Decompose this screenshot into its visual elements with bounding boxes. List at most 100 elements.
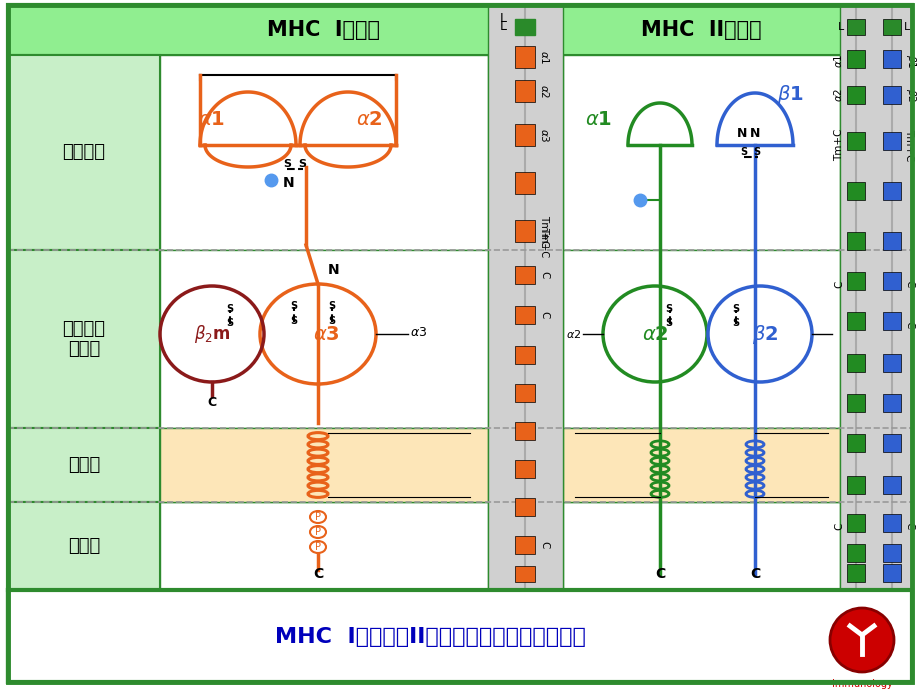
Text: Tm+C: Tm+C: [539, 227, 549, 257]
Bar: [515, 19, 535, 35]
Bar: [515, 80, 535, 102]
Text: $\alpha$3: $\alpha$3: [539, 128, 550, 142]
FancyBboxPatch shape: [8, 502, 160, 590]
Text: C: C: [207, 396, 216, 409]
Text: S: S: [298, 159, 306, 169]
Text: S: S: [328, 316, 335, 326]
Text: $\alpha$1: $\alpha$1: [831, 54, 843, 68]
Bar: [846, 394, 864, 412]
Text: $\beta$2: $\beta$2: [751, 322, 777, 346]
Text: L: L: [903, 22, 909, 32]
Bar: [515, 266, 535, 284]
Text: $\alpha$2: $\alpha$2: [539, 83, 550, 98]
Bar: [882, 354, 900, 372]
Text: $\alpha$2: $\alpha$2: [831, 88, 843, 102]
Bar: [882, 86, 900, 104]
Bar: [515, 498, 535, 516]
Text: C: C: [539, 271, 549, 279]
Text: S: S: [289, 316, 297, 326]
FancyBboxPatch shape: [8, 5, 911, 590]
FancyBboxPatch shape: [160, 428, 487, 502]
Bar: [882, 19, 900, 35]
Text: L: L: [499, 12, 506, 26]
Text: $\alpha$2: $\alpha$2: [356, 110, 382, 129]
Text: S: S: [283, 159, 290, 169]
Bar: [882, 544, 900, 562]
Text: MHC  I类分子: MHC I类分子: [267, 20, 380, 40]
Text: $\alpha$2: $\alpha$2: [565, 328, 581, 340]
FancyBboxPatch shape: [562, 502, 839, 590]
Text: S: S: [289, 301, 297, 311]
Text: S: S: [732, 304, 738, 314]
Bar: [882, 434, 900, 452]
Text: L: L: [499, 21, 506, 34]
Bar: [846, 19, 864, 35]
Text: $\beta$2: $\beta$2: [903, 88, 917, 102]
Bar: [846, 564, 864, 582]
Text: C: C: [903, 322, 913, 328]
Bar: [515, 536, 535, 554]
Text: $\alpha$1: $\alpha$1: [584, 110, 611, 129]
Text: Tm+C: Tm+C: [903, 129, 913, 161]
Text: S: S: [226, 318, 233, 328]
Text: L: L: [837, 22, 843, 32]
Bar: [515, 46, 535, 68]
Bar: [515, 566, 535, 582]
Bar: [846, 272, 864, 290]
FancyBboxPatch shape: [8, 428, 160, 502]
Bar: [846, 434, 864, 452]
Bar: [515, 422, 535, 440]
Bar: [515, 220, 535, 242]
FancyBboxPatch shape: [839, 5, 911, 590]
Bar: [882, 132, 900, 150]
Bar: [882, 312, 900, 330]
Text: $\alpha$1: $\alpha$1: [539, 50, 550, 64]
Bar: [846, 312, 864, 330]
FancyBboxPatch shape: [8, 590, 911, 682]
Text: C: C: [834, 522, 843, 530]
Text: N: N: [736, 127, 746, 140]
Bar: [515, 124, 535, 146]
Bar: [882, 514, 900, 532]
Text: N: N: [749, 127, 759, 140]
Text: $\alpha$3: $\alpha$3: [312, 324, 339, 344]
FancyBboxPatch shape: [562, 250, 839, 428]
Text: 跨膜区: 跨膜区: [68, 456, 100, 474]
Text: $\alpha$1: $\alpha$1: [198, 110, 225, 129]
Text: P: P: [314, 512, 321, 522]
Bar: [846, 476, 864, 494]
Text: C: C: [654, 567, 664, 581]
Text: N: N: [328, 263, 339, 277]
Bar: [846, 50, 864, 68]
Text: $\beta_2$m: $\beta_2$m: [194, 323, 230, 345]
FancyBboxPatch shape: [8, 55, 160, 250]
Bar: [846, 182, 864, 200]
Text: $\beta$1: $\beta$1: [903, 54, 917, 68]
Text: C: C: [903, 522, 913, 530]
Bar: [882, 232, 900, 250]
Text: 肽结合区: 肽结合区: [62, 144, 106, 161]
FancyBboxPatch shape: [8, 590, 911, 682]
Text: S: S: [664, 304, 672, 314]
FancyBboxPatch shape: [160, 250, 487, 428]
Text: MHC  II类分子: MHC II类分子: [641, 20, 761, 40]
Text: S: S: [664, 318, 672, 328]
Bar: [515, 346, 535, 364]
Bar: [846, 514, 864, 532]
Bar: [846, 132, 864, 150]
Bar: [882, 272, 900, 290]
FancyBboxPatch shape: [562, 428, 839, 502]
Bar: [882, 182, 900, 200]
Bar: [846, 232, 864, 250]
Circle shape: [829, 608, 893, 672]
FancyBboxPatch shape: [160, 55, 487, 250]
Text: S: S: [226, 304, 233, 314]
Bar: [882, 564, 900, 582]
FancyBboxPatch shape: [8, 5, 911, 55]
Text: $\beta$1: $\beta$1: [777, 83, 803, 106]
Bar: [846, 544, 864, 562]
Text: 胞浆区: 胞浆区: [68, 537, 100, 555]
Text: N: N: [283, 176, 294, 190]
Bar: [515, 172, 535, 194]
Bar: [515, 306, 535, 324]
